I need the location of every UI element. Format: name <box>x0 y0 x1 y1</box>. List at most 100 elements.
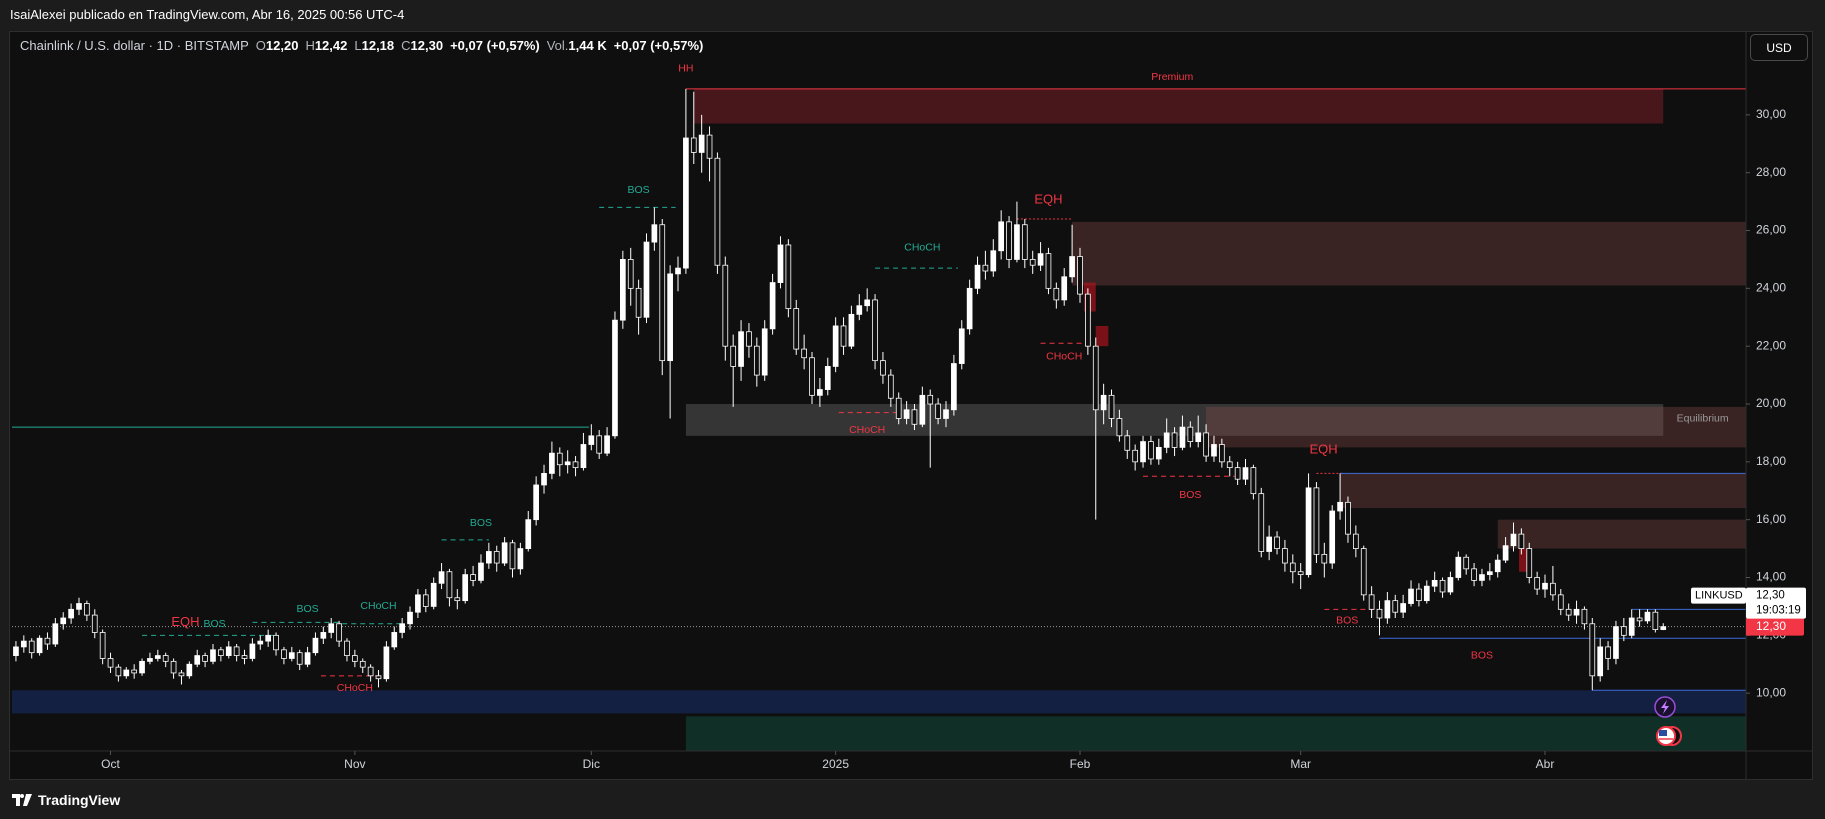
candle-body <box>194 655 201 665</box>
candle-body <box>596 435 603 454</box>
candle-body <box>651 224 658 243</box>
candle-body <box>91 614 98 633</box>
annotation: EQH <box>1034 191 1062 206</box>
candle-body <box>1353 533 1359 549</box>
candle-body <box>1392 600 1399 613</box>
candle-body <box>1518 533 1525 549</box>
candle-body <box>1069 256 1075 278</box>
legend-value: 12,30 <box>410 38 444 53</box>
symbol-tag-name: LINKUSD <box>1695 590 1743 602</box>
candle-body <box>1140 441 1146 463</box>
candle-body <box>1289 562 1296 573</box>
candle-body <box>1187 426 1194 443</box>
candle-body <box>635 287 642 318</box>
candle-body <box>1510 533 1517 547</box>
candle-body <box>320 632 327 639</box>
candle-body <box>801 348 807 359</box>
symbol-tag-price: 12,30 <box>1756 590 1785 602</box>
candle-body <box>265 634 272 642</box>
candle-body <box>966 287 973 330</box>
candle-body <box>1534 577 1540 590</box>
last-price-box <box>1746 617 1804 636</box>
candle-body <box>714 157 721 266</box>
annotation: CHoCH <box>360 600 396 612</box>
candle-body <box>154 655 161 659</box>
y-tick-label: 28,00 <box>1756 165 1786 179</box>
candle-body <box>659 224 666 362</box>
event-icons <box>1654 696 1682 746</box>
candle-body <box>730 345 737 367</box>
candle-body <box>753 345 760 376</box>
candle-body <box>1305 487 1312 576</box>
candle-body <box>1605 646 1611 659</box>
candle-body <box>76 603 82 610</box>
candle-body <box>28 640 35 654</box>
candle-body <box>1274 536 1280 549</box>
symbol-tag-box <box>1691 587 1746 604</box>
candle-body <box>1557 594 1564 610</box>
candle-body <box>974 264 981 289</box>
candle-body <box>1061 276 1068 301</box>
y-tick-label: 22,00 <box>1756 338 1786 352</box>
candle-body <box>793 308 800 350</box>
candle-body <box>998 221 1005 252</box>
annotation: BOS <box>296 603 318 615</box>
candle-body <box>312 637 319 654</box>
candle-body <box>738 331 744 367</box>
candle-body <box>115 666 122 677</box>
annotation: CHoCH <box>1046 350 1082 362</box>
candle-body <box>1258 493 1265 552</box>
candle-body <box>824 366 831 390</box>
candle-body <box>147 658 153 662</box>
candle-body <box>123 669 130 677</box>
candle-body <box>832 325 839 367</box>
candle-body <box>107 658 114 668</box>
candle-body <box>462 574 469 602</box>
annotation: EQH <box>1309 442 1337 457</box>
candle-body <box>1368 594 1375 610</box>
candle-body <box>1573 608 1580 616</box>
candle-body <box>131 669 138 674</box>
candle-body <box>60 617 67 625</box>
candle-body <box>541 473 547 486</box>
brand-logo <box>12 794 32 806</box>
candle-body <box>564 461 571 466</box>
candle-body <box>990 250 997 272</box>
legend-value: 12,18 <box>361 38 395 53</box>
candle-body <box>785 244 792 309</box>
y-tick-label: 24,00 <box>1756 281 1786 295</box>
symbol-tag-countdown: 19:03:19 <box>1756 605 1801 617</box>
zone <box>1206 406 1746 448</box>
x-tick-label: Dic <box>583 757 600 771</box>
currency-button[interactable]: USD <box>1750 34 1808 61</box>
candle-body <box>1660 626 1667 630</box>
candle-body <box>1195 432 1202 443</box>
candle-body <box>1597 646 1604 677</box>
candle-body <box>1408 588 1414 604</box>
annotation: HH <box>678 62 693 74</box>
candle-body <box>454 597 461 602</box>
candle-body <box>746 331 752 347</box>
candle-body <box>1431 579 1438 587</box>
legend-key: L <box>354 38 362 53</box>
symbol-name: Chainlink / U.S. dollar · 1D · BITSTAMP <box>20 38 249 53</box>
candle-body <box>501 542 508 564</box>
x-tick-label: Feb <box>1070 757 1091 771</box>
candle-body <box>549 452 555 474</box>
candle-body <box>1242 467 1249 480</box>
candle-body <box>186 663 193 677</box>
zone <box>1340 473 1746 509</box>
y-tick-label: 16,00 <box>1756 512 1786 526</box>
candle-body <box>1486 571 1493 576</box>
candle-body <box>233 646 240 656</box>
candle-body <box>352 655 358 662</box>
candle-body <box>1226 461 1233 469</box>
candle-body <box>1266 536 1272 552</box>
candle-body <box>1494 559 1501 573</box>
lightning-glyph <box>1661 700 1669 714</box>
candle-body <box>1085 293 1091 347</box>
candle-body <box>1455 556 1462 578</box>
candle-body <box>572 461 579 469</box>
candle-body <box>493 551 500 564</box>
candle-body <box>1037 253 1044 266</box>
